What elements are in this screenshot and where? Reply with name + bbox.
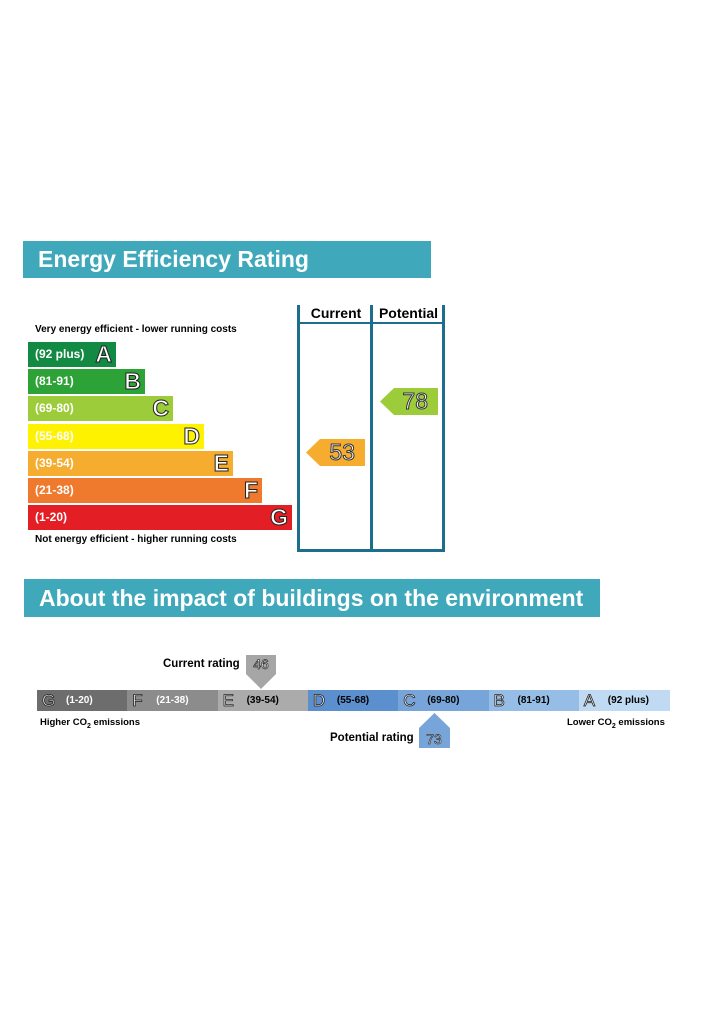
co2-segment-letter: G (42, 691, 56, 711)
co2-segment-letter: F (132, 691, 143, 711)
energy-rating-title: Energy Efficiency Rating (23, 241, 431, 278)
band-range: (55-68) (35, 428, 74, 443)
lower-co2-note: Lower CO2 emissions (567, 717, 665, 730)
co2-segment-range: (81-91) (517, 695, 550, 706)
current-rating-marker-value: 46 (253, 656, 269, 673)
co2-segment-range: (1-20) (66, 695, 93, 706)
co2-segment-range: (92 plus) (607, 695, 649, 706)
band-letter: G (270, 504, 289, 531)
band-letter: B (124, 368, 142, 395)
band-g: (1-20) G (28, 504, 292, 531)
bottom-rule (297, 549, 445, 552)
potential-rating-label: Potential rating (330, 732, 414, 744)
current-column-header: Current (310, 305, 362, 321)
header-rule (297, 322, 445, 324)
potential-rating-marker-value: 73 (426, 731, 442, 748)
co2-segment-letter: B (493, 691, 505, 711)
band-letter: F (243, 477, 258, 503)
band-d: (55-68) D (28, 422, 204, 449)
band-c: (69-80) C (28, 395, 173, 422)
co2-segment-f: F (21-38) (127, 690, 219, 711)
higher-co2-note: Higher CO2 emissions (40, 717, 140, 730)
current-rating-label: Current rating (163, 658, 240, 670)
co2-segment-a: A (92 plus) (578, 690, 670, 711)
band-range: (69-80) (35, 401, 74, 416)
column-divider (370, 305, 373, 552)
co2-segment-range: (39-54) (246, 695, 279, 706)
co2-segment-c: C (69-80) (398, 690, 489, 711)
environment-impact-title: About the impact of buildings on the env… (24, 579, 600, 617)
environment-impact-title-text: About the impact of buildings on the env… (39, 584, 584, 611)
potential-column-header: Potential (378, 305, 439, 321)
band-range: (1-20) (35, 510, 68, 525)
potential-rating-arrow: 78 (380, 388, 438, 415)
co2-segment-letter: E (222, 691, 234, 711)
co2-segment-g: G (1-20) (37, 690, 128, 711)
potential-rating-value: 78 (402, 388, 429, 415)
column-divider (442, 305, 445, 552)
current-rating-arrow: 53 (306, 439, 365, 466)
band-a: (92 plus) A (28, 341, 116, 367)
band-range: (39-54) (35, 455, 74, 470)
co2-segment-b: B (81-91) (488, 690, 580, 711)
band-letter: E (213, 449, 229, 476)
band-range: (21-38) (35, 483, 74, 497)
band-range: (81-91) (35, 374, 74, 389)
potential-rating-marker (419, 713, 450, 748)
co2-segment-range: (21-38) (156, 695, 189, 706)
co2-segment-range: (55-68) (336, 695, 370, 706)
co2-segment-e: E (39-54) (217, 690, 309, 711)
co2-segment-letter: A (583, 691, 596, 711)
co2-segment-d: D (55-68) (307, 690, 399, 711)
energy-rating-title-text: Energy Efficiency Rating (38, 246, 309, 272)
band-letter: D (183, 422, 201, 449)
co2-segment-range: (69-80) (427, 695, 460, 706)
column-divider (297, 305, 300, 552)
co2-segment-letter: D (312, 691, 326, 711)
top-note: Very energy efficient - lower running co… (35, 324, 237, 335)
potential-arrow-shape (380, 388, 438, 415)
band-letter: C (152, 395, 170, 422)
band-letter: A (95, 341, 113, 367)
band-e: (39-54) E (28, 449, 233, 476)
current-rating-marker (246, 655, 276, 689)
current-arrow-shape (306, 439, 365, 466)
band-f: (21-38) F (28, 477, 262, 503)
band-b: (81-91) B (28, 368, 145, 395)
current-rating-value: 53 (329, 439, 356, 466)
band-range: (92 plus) (35, 347, 85, 361)
co2-segment-letter: C (403, 691, 416, 711)
bottom-note: Not energy efficient - higher running co… (35, 534, 237, 545)
